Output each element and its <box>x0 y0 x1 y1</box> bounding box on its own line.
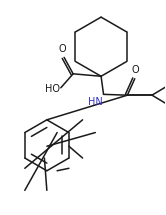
Text: O: O <box>132 65 139 75</box>
Text: O: O <box>59 44 66 54</box>
Text: HN: HN <box>88 97 102 107</box>
Text: HO: HO <box>45 84 60 94</box>
